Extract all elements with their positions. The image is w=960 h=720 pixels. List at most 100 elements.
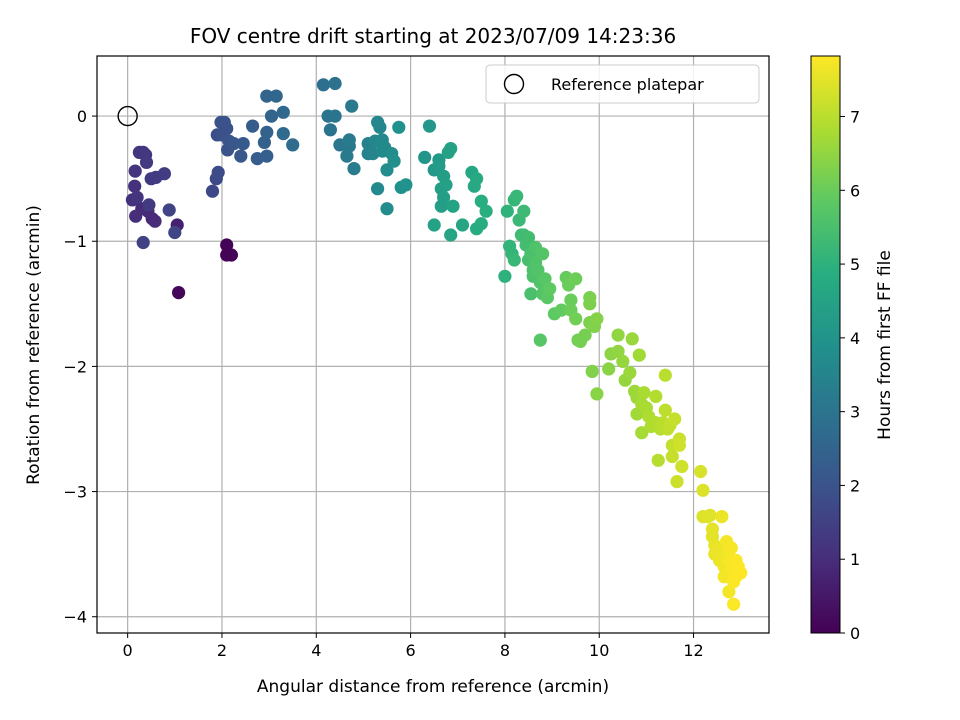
data-points (125, 76, 748, 611)
data-point (129, 209, 143, 223)
data-point (533, 333, 547, 347)
data-point (172, 286, 186, 300)
colorbar-tick-label: 5 (850, 255, 860, 274)
data-point (224, 248, 238, 262)
data-point (455, 218, 470, 232)
x-tick-label: 8 (500, 641, 510, 660)
colorbar-label: Hours from first FF file (875, 250, 895, 440)
data-point (276, 105, 290, 119)
data-point (437, 190, 451, 204)
legend-entry-reference: Reference platepar (551, 75, 704, 94)
data-point (630, 407, 644, 421)
data-point (651, 453, 665, 467)
legend-marker-icon (503, 73, 525, 95)
data-point (611, 344, 625, 358)
data-point (211, 165, 225, 179)
data-point (474, 194, 488, 208)
data-point (479, 204, 493, 218)
data-point (399, 178, 413, 192)
data-point (694, 464, 708, 479)
data-point (220, 238, 234, 252)
data-point (347, 162, 361, 176)
data-point (136, 235, 150, 250)
colorbar-tick-label: 1 (850, 550, 860, 569)
y-axis-ticks: 0 −1 −2 −3 −4 (63, 107, 97, 627)
data-point (328, 76, 342, 91)
legend-box (485, 64, 760, 104)
data-point (236, 137, 250, 151)
data-point (432, 159, 446, 173)
x-tick-label: 2 (217, 641, 227, 660)
data-point (168, 225, 182, 240)
data-point (668, 412, 682, 426)
colorbar (810, 55, 841, 634)
data-point (260, 149, 274, 163)
data-point (703, 508, 717, 522)
data-point (658, 403, 672, 417)
chart-title: FOV centre drift starting at 2023/07/09 … (190, 24, 676, 48)
y-tick-label: −4 (63, 608, 87, 627)
data-point (637, 386, 651, 400)
data-point (616, 354, 630, 368)
data-point (227, 137, 241, 151)
legend: Reference platepar (485, 64, 760, 104)
x-axis-ticks: 0 2 4 6 8 10 12 (123, 633, 704, 660)
data-point (715, 509, 729, 524)
data-point (696, 483, 710, 497)
data-point (569, 272, 583, 286)
data-point (521, 230, 536, 245)
data-point (264, 109, 279, 123)
data-point (536, 247, 550, 261)
data-point (323, 123, 337, 137)
data-point (670, 475, 684, 489)
data-point (632, 348, 646, 362)
data-point (286, 138, 300, 152)
data-point (724, 541, 738, 555)
data-point (316, 78, 330, 92)
data-point (444, 142, 458, 156)
data-point (734, 566, 748, 580)
y-tick-label: −3 (63, 483, 87, 502)
data-point (498, 269, 512, 283)
data-point (342, 133, 356, 147)
data-point (675, 459, 689, 474)
data-point (139, 155, 154, 169)
x-tick-label: 12 (683, 641, 703, 660)
data-point (722, 585, 736, 599)
data-point (214, 115, 228, 129)
data-point (373, 120, 387, 134)
colorbar-tick-label: 2 (850, 476, 860, 495)
data-point (500, 204, 514, 218)
x-axis-label: Angular distance from reference (arcmin) (257, 677, 609, 697)
data-point (665, 449, 679, 464)
data-point (554, 303, 569, 317)
y-tick-label: 0 (77, 107, 87, 126)
colorbar-tick-label: 6 (850, 181, 860, 200)
data-point (387, 154, 401, 168)
data-point (276, 127, 290, 141)
data-point (524, 287, 538, 301)
data-point (517, 204, 531, 218)
x-tick-label: 6 (406, 641, 416, 660)
x-tick-label: 10 (589, 641, 609, 660)
data-point (340, 149, 354, 163)
data-point (625, 332, 639, 346)
data-point (380, 202, 394, 216)
data-point (538, 272, 552, 286)
data-point (422, 119, 437, 133)
reference-platepar-marker (117, 105, 138, 127)
data-point (658, 368, 672, 382)
data-point (585, 364, 599, 378)
data-point (128, 179, 142, 193)
colorbar-tick-label: 4 (850, 329, 860, 348)
reference-marker-layer (117, 105, 138, 127)
plot-frame (96, 55, 770, 634)
data-point (611, 328, 625, 342)
data-point (649, 389, 663, 403)
data-point (531, 263, 545, 277)
data-point (543, 282, 557, 296)
data-point (162, 203, 176, 217)
data-point (470, 172, 484, 186)
data-point (148, 214, 162, 228)
